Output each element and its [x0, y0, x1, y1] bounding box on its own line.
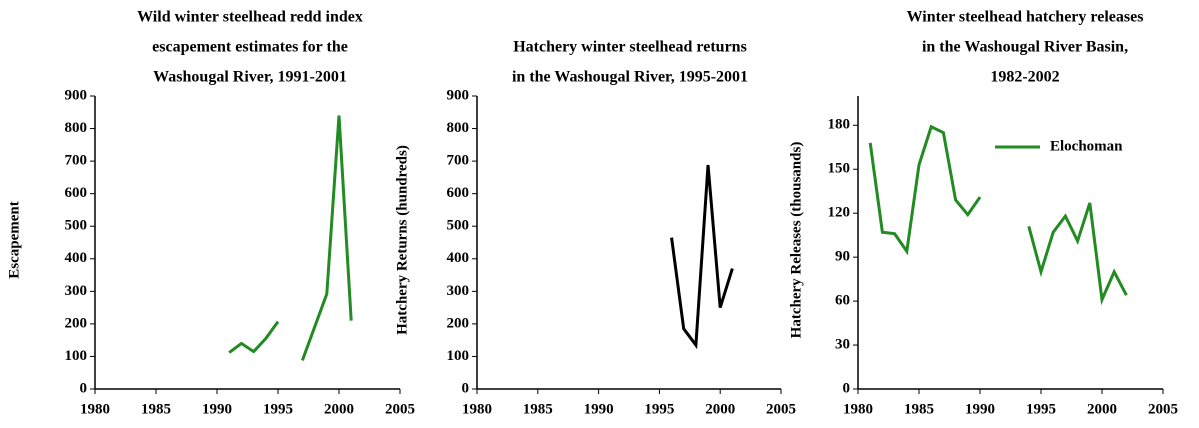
chart-title: Wild winter steelhead redd index — [137, 9, 363, 26]
y-tick-label: 300 — [65, 283, 88, 299]
x-tick-label: 1995 — [1026, 401, 1056, 417]
data-line — [1027, 202, 1128, 306]
chart-title: 1982-2002 — [990, 69, 1059, 86]
y-tick-label: 500 — [447, 218, 470, 234]
x-tick-label: 1995 — [644, 401, 674, 417]
x-tick-label: 1980 — [843, 401, 873, 417]
y-tick-label: 800 — [447, 120, 470, 136]
chart-title: Hatchery winter steelhead returns — [513, 39, 747, 56]
y-tick-label: 800 — [65, 120, 88, 136]
data-line — [868, 124, 982, 256]
y-tick-label: 90 — [835, 249, 850, 265]
x-tick-label: 1980 — [462, 401, 492, 417]
chart-title: in the Washougal River, 1995-2001 — [512, 69, 748, 86]
data-line — [670, 164, 734, 350]
y-tick-label: 0 — [80, 380, 88, 396]
x-tick-label: 2005 — [1148, 401, 1178, 417]
x-tick-label: 1985 — [904, 401, 934, 417]
y-tick-label: 400 — [447, 250, 470, 266]
x-tick-label: 2005 — [766, 401, 796, 417]
y-tick-label: 500 — [65, 218, 88, 234]
y-tick-label: 300 — [447, 283, 470, 299]
y-tick-label: 100 — [65, 348, 88, 364]
x-tick-label: 2000 — [324, 401, 354, 417]
y-axis-label: Escapement — [6, 201, 22, 279]
y-tick-label: 60 — [835, 293, 850, 309]
y-tick-label: 200 — [65, 315, 88, 331]
x-tick-label: 1985 — [523, 401, 553, 417]
y-tick-label: 400 — [65, 250, 88, 266]
x-tick-label: 1990 — [584, 401, 614, 417]
x-tick-label: 1990 — [202, 401, 232, 417]
chart-title: Washougal River, 1991-2001 — [153, 69, 347, 86]
y-tick-label: 150 — [828, 161, 851, 177]
y-axis-label: Hatchery Returns (hundreds) — [394, 145, 410, 335]
chart-title: Winter steelhead hatchery releases — [907, 9, 1144, 26]
legend-label: Elochoman — [1050, 138, 1123, 154]
data-line — [300, 115, 353, 361]
chart-title: escapement estimates for the — [152, 39, 348, 56]
y-tick-label: 200 — [447, 315, 470, 331]
y-tick-label: 700 — [65, 153, 88, 169]
x-tick-label: 1995 — [263, 401, 293, 417]
y-tick-label: 900 — [65, 87, 88, 103]
x-tick-label: 2000 — [705, 401, 735, 417]
x-tick-label: 1980 — [80, 401, 110, 417]
y-tick-label: 120 — [828, 205, 851, 221]
x-tick-label: 1985 — [141, 401, 171, 417]
chart-title: in the Washougal River Basin, — [922, 39, 1128, 56]
y-tick-label: 600 — [65, 185, 88, 201]
y-tick-label: 0 — [843, 380, 851, 396]
y-tick-label: 700 — [447, 153, 470, 169]
x-tick-label: 1990 — [965, 401, 995, 417]
x-tick-label: 2005 — [385, 401, 415, 417]
y-tick-label: 180 — [828, 117, 851, 133]
y-tick-label: 900 — [447, 87, 470, 103]
y-tick-label: 30 — [835, 336, 850, 352]
y-tick-label: 100 — [447, 348, 470, 364]
x-tick-label: 2000 — [1087, 401, 1117, 417]
y-tick-label: 0 — [462, 380, 470, 396]
y-tick-label: 600 — [447, 185, 470, 201]
y-axis-label: Hatchery Releases (thousands) — [788, 142, 804, 339]
data-line — [228, 320, 280, 354]
